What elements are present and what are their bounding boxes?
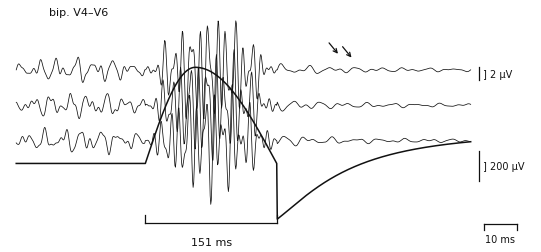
Text: bip. V4–V6: bip. V4–V6 xyxy=(49,8,108,18)
Text: 151 ms: 151 ms xyxy=(191,237,232,247)
Text: 10 ms: 10 ms xyxy=(485,234,516,244)
Text: ] 200 μV: ] 200 μV xyxy=(483,161,525,171)
Text: ] 2 μV: ] 2 μV xyxy=(483,69,512,79)
